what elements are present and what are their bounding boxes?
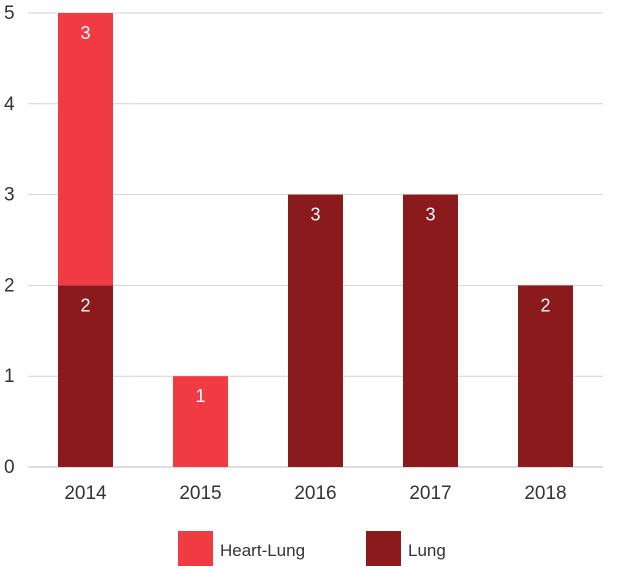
y-tick-label: 1: [4, 366, 15, 387]
bar-lung-2014: [58, 285, 113, 467]
x-tick-label: 2016: [294, 483, 336, 504]
y-tick-label: 0: [4, 457, 15, 478]
x-tick-label: 2015: [179, 483, 221, 504]
y-tick-label: 5: [4, 3, 15, 24]
data-label: 3: [310, 205, 320, 225]
legend: Heart-Lung Lung: [178, 531, 446, 566]
x-tick-label: 2018: [524, 483, 566, 504]
legend-swatch: [178, 531, 213, 566]
bar-lung-2017: [403, 194, 458, 467]
y-tick-label: 4: [4, 94, 15, 115]
y-tick-label: 3: [4, 185, 15, 206]
data-label: 3: [425, 205, 435, 225]
x-tick-label: 2017: [409, 483, 451, 504]
legend-label: Lung: [408, 541, 446, 560]
bar-heart-lung-2014: [58, 13, 113, 286]
bar-lung-2016: [288, 194, 343, 467]
bar-heart-lung-2015: [173, 376, 228, 467]
data-label: 2: [80, 295, 90, 315]
data-label: 3: [80, 23, 90, 43]
x-tick-label: 2014: [64, 483, 107, 504]
bar-lung-2018: [518, 285, 573, 467]
data-label: 1: [195, 386, 205, 406]
legend-label: Heart-Lung: [220, 541, 305, 560]
legend-swatch: [366, 531, 401, 566]
y-tick-label: 2: [4, 275, 15, 296]
bars: 2 3 1 3 3 2: [58, 13, 573, 467]
y-axis: 0 1 2 3 4 5: [4, 3, 15, 478]
x-axis: 2014 2015 2016 2017 2018: [64, 483, 566, 504]
data-label: 2: [540, 295, 550, 315]
